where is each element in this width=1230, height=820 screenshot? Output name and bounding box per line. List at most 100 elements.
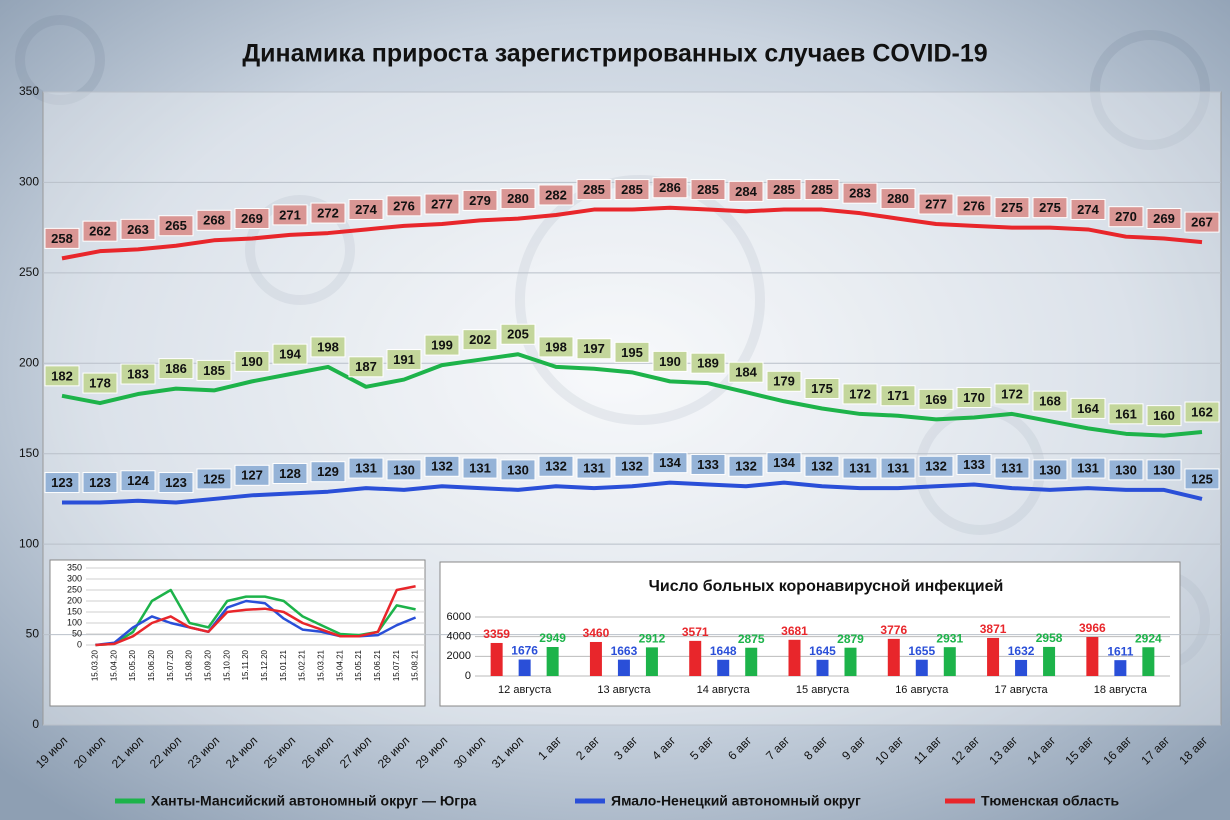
x-tick-label: 16 августа: [895, 684, 949, 696]
bar: [617, 659, 630, 676]
data-label: 1611: [1107, 644, 1133, 658]
data-label-box: [424, 193, 460, 215]
data-label-box: [348, 198, 384, 220]
y-tick-label: 4000: [447, 631, 471, 643]
data-label-box: [728, 180, 764, 202]
data-label: 269: [1153, 211, 1175, 226]
data-label-box: [120, 363, 156, 385]
data-label: 2875: [738, 632, 765, 646]
data-label-box: [994, 383, 1030, 405]
data-label: 2949: [539, 631, 566, 645]
bar: [1086, 637, 1099, 676]
data-label-box: [1146, 459, 1182, 481]
data-label: 178: [89, 376, 111, 391]
y-tick-label: 350: [67, 562, 82, 572]
data-label: 258: [51, 231, 73, 246]
data-label: 170: [963, 390, 985, 405]
data-label: 274: [1077, 202, 1099, 217]
x-tick-label: 15.03.21: [317, 649, 326, 681]
data-label-box: [272, 343, 308, 365]
data-label-box: [44, 472, 80, 494]
data-label: 133: [963, 457, 985, 472]
bar: [589, 641, 602, 676]
x-tick-label: 15.07.20: [166, 649, 175, 681]
data-label-box: [576, 179, 612, 201]
data-label: 131: [583, 461, 605, 476]
data-label-box: [804, 378, 840, 399]
data-label: 160: [1153, 408, 1175, 423]
data-label: 195: [621, 345, 643, 360]
data-label: 191: [393, 352, 415, 367]
data-label: 285: [583, 182, 605, 197]
data-label-box: [538, 184, 574, 206]
data-label: 172: [849, 386, 871, 401]
y-tick-label: 250: [67, 584, 82, 594]
data-label: 127: [241, 468, 263, 483]
data-label: 282: [545, 187, 567, 202]
data-label-box: [690, 352, 726, 374]
x-tick-label: 15.07.21: [392, 649, 401, 681]
data-label: 1648: [710, 644, 737, 658]
data-label-box: [614, 341, 650, 363]
bar: [1142, 647, 1155, 676]
data-label: 280: [507, 191, 529, 206]
data-label: 268: [203, 213, 225, 228]
y-tick-label: 300: [67, 573, 82, 583]
x-tick-label: 15.10.20: [222, 649, 231, 681]
x-tick-label: 15.09.20: [204, 649, 213, 681]
data-label: 129: [317, 464, 339, 479]
data-label: 190: [659, 354, 681, 369]
x-tick-label: 15.05.20: [128, 649, 137, 681]
data-label: 183: [127, 366, 149, 381]
data-label: 198: [545, 339, 567, 354]
x-tick-label: 15.08.21: [411, 649, 420, 681]
data-label: 271: [279, 207, 301, 222]
data-label: 132: [925, 459, 947, 474]
data-label: 189: [697, 356, 719, 371]
y-tick-label: 50: [26, 627, 40, 641]
data-label-box: [1184, 211, 1220, 233]
data-label-box: [44, 227, 80, 249]
data-label-box: [842, 457, 878, 479]
data-label-box: [82, 472, 118, 494]
y-tick-label: 350: [19, 84, 39, 98]
data-label-box: [766, 452, 802, 474]
data-label: 164: [1077, 401, 1099, 416]
bar: [1043, 646, 1056, 676]
data-label-box: [462, 457, 498, 479]
data-label: 1655: [908, 644, 935, 658]
data-label: 285: [621, 182, 643, 197]
data-label-box: [348, 457, 384, 479]
data-label-box: [652, 350, 688, 372]
data-label-box: [918, 455, 954, 477]
data-label: 269: [241, 211, 263, 226]
data-label-box: [272, 204, 308, 226]
x-tick-label: 15.04.20: [109, 649, 118, 681]
data-label: 284: [735, 184, 757, 199]
data-label-box: [1032, 197, 1068, 219]
data-label: 274: [355, 202, 377, 217]
data-label: 2931: [936, 631, 963, 645]
x-tick-label: 14 августа: [697, 684, 751, 696]
data-label-box: [272, 463, 308, 485]
data-label-box: [842, 182, 878, 204]
data-label-box: [918, 388, 954, 410]
data-label-box: [766, 370, 802, 392]
x-tick-label: 15 августа: [796, 684, 850, 696]
data-label: 1632: [1008, 644, 1035, 658]
data-label-box: [424, 334, 460, 356]
data-label-box: [386, 459, 422, 481]
data-label-box: [234, 350, 270, 372]
data-label: 131: [355, 461, 377, 476]
data-label: 175: [811, 381, 833, 396]
data-label-box: [1070, 457, 1106, 479]
data-label-box: [1108, 459, 1144, 481]
data-label: 132: [545, 459, 567, 474]
data-label: 133: [697, 457, 719, 472]
data-label: 285: [811, 182, 833, 197]
data-label: 202: [469, 332, 491, 347]
data-label: 275: [1001, 200, 1023, 215]
data-label-box: [1146, 405, 1182, 427]
data-label: 3571: [682, 625, 709, 639]
data-label: 197: [583, 341, 605, 356]
